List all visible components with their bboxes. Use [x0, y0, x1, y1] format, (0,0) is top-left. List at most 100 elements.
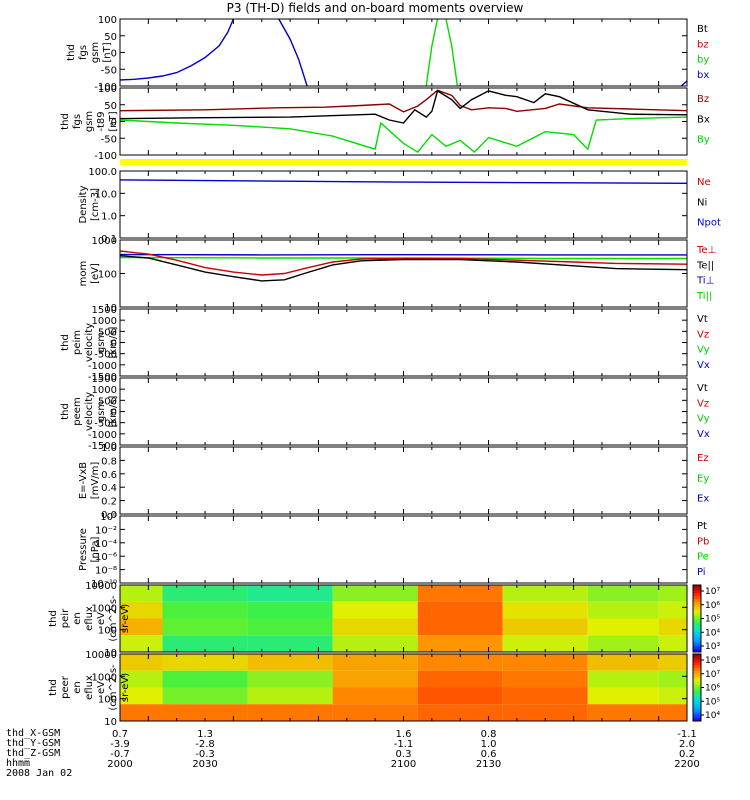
spectrogram-cell [247, 687, 333, 705]
y-tick-label: 10⁻² [95, 525, 117, 536]
y-tick-label: 1000 [92, 316, 117, 327]
spectrogram-cell [587, 585, 659, 602]
y-axis-label: sr-eV) [120, 604, 131, 633]
ephem-label-time: hhmm [6, 758, 31, 769]
y-tick-label: 0.0 [101, 510, 117, 521]
colorbar-tick-label: 10⁵ [705, 615, 720, 625]
y-axis-label: velocity [84, 323, 95, 362]
panel-frame [119, 446, 688, 515]
colorbar-swatch [693, 624, 701, 628]
colorbar-swatch [693, 626, 701, 631]
spectrogram-cell [120, 618, 163, 636]
panel-frame [119, 515, 688, 584]
y-axis-label: [km/s] [108, 326, 119, 358]
colorbar-swatch [693, 659, 701, 663]
spectrogram-cell [417, 654, 503, 671]
y-axis-label: [nPa] [90, 536, 101, 562]
colorbar-swatch [693, 679, 701, 683]
y-tick-label: 100 [98, 626, 117, 637]
colorbar-tick-label: 10⁴ [705, 628, 720, 638]
colorbar-swatch [693, 638, 701, 642]
y-tick-label: 1000 [92, 603, 117, 614]
ephemeris-value: 0.7 [112, 729, 128, 740]
spectrogram-cell [332, 601, 418, 619]
y-axis-label: mom [78, 261, 89, 287]
y-tick-label: -1500 [88, 441, 117, 452]
y-tick-label: 0.2 [101, 497, 117, 508]
spectrogram-cell [120, 704, 163, 721]
y-tick-label: 0 [111, 118, 117, 129]
ephemeris-value: 2.0 [679, 739, 695, 750]
y-axis-label: [nT] [108, 111, 119, 131]
spectrogram-cell [502, 654, 588, 671]
y-axis-label: [cm-3] [90, 188, 101, 221]
colorbar-swatch [693, 621, 701, 625]
y-tick-label: 10 [104, 303, 117, 314]
y-axis-label: (cm^2-s- [108, 664, 119, 711]
y-tick-label: 10⁰ [100, 512, 117, 523]
legend-entry: Ni [697, 197, 707, 208]
ephemeris-value: 1.6 [396, 729, 412, 740]
colorbar-swatch [693, 712, 701, 716]
spectrogram-cell [247, 585, 333, 602]
colorbar-swatch [693, 707, 701, 711]
colorbar-swatch [693, 585, 701, 589]
legend-entry: Pi [697, 567, 706, 578]
y-tick-label: 500 [98, 396, 117, 407]
y-axis-label: velocity [84, 392, 95, 431]
spectrogram-cell [417, 704, 503, 721]
y-axis-label: eV [96, 681, 107, 694]
y-tick-label: -100 [94, 82, 117, 93]
spectrogram-cell [502, 635, 588, 652]
y-axis-label: en [72, 612, 83, 625]
colorbar-swatch [693, 684, 701, 688]
spectrogram-cell [587, 635, 659, 652]
series-line [120, 179, 687, 184]
y-tick-label: 100 [98, 695, 117, 706]
ephemeris-value: 2000 [107, 759, 132, 770]
colorbar-swatch [693, 676, 701, 680]
ephemeris-value: -3.9 [110, 739, 130, 750]
y-tick-label: 10⁻⁶ [95, 552, 117, 563]
spectrogram-cell [417, 618, 503, 636]
spectrogram-cell [162, 585, 248, 602]
panel-frame [119, 377, 688, 446]
colorbar-tick-label: 10⁶ [705, 684, 720, 694]
spectrogram-cell [658, 654, 687, 671]
colorbar-swatch [693, 610, 701, 614]
series-line [120, 250, 687, 276]
spectrogram-cell [120, 670, 163, 688]
y-axis-label: gsm [90, 42, 101, 63]
y-tick-label: -1000 [88, 361, 117, 372]
series-line [120, 19, 235, 81]
ephem-label-z: thd_Z-GSM [6, 748, 61, 759]
y-tick-label: 0 [111, 49, 117, 60]
colorbar-swatch [693, 593, 701, 597]
legend-entry: bx [697, 70, 709, 81]
legend-entry: Te⊥ [696, 245, 716, 256]
series-line [445, 19, 459, 86]
colorbar-swatch [693, 693, 701, 697]
y-tick-label: 10⁻⁸ [95, 566, 117, 577]
ephemeris-value: -0.3 [195, 749, 215, 760]
spectrogram-cell [587, 687, 659, 705]
legend-entry: Bz [697, 94, 709, 105]
y-axis-label: [nT] [102, 42, 113, 62]
y-axis-label: Density [78, 185, 89, 223]
legend-entry: Vt [697, 314, 708, 325]
spectrogram-cell [332, 704, 418, 721]
spectrogram-cell [332, 687, 418, 705]
y-tick-label: 10000 [85, 581, 117, 592]
legend-entry: bz [697, 39, 709, 50]
colorbar-swatch [693, 632, 701, 636]
legend-entry: Ti|| [696, 291, 712, 302]
spectrogram-cell [502, 585, 588, 602]
spectrogram-cell [502, 687, 588, 705]
y-axis-label: Pressure [78, 528, 89, 571]
colorbar-swatch [693, 673, 701, 677]
spectrogram-cell [120, 635, 163, 652]
colorbar-swatch [693, 715, 701, 719]
y-axis-label: en [72, 681, 83, 694]
y-tick-label: 1500 [92, 374, 117, 385]
spectrogram-cell [162, 654, 248, 671]
